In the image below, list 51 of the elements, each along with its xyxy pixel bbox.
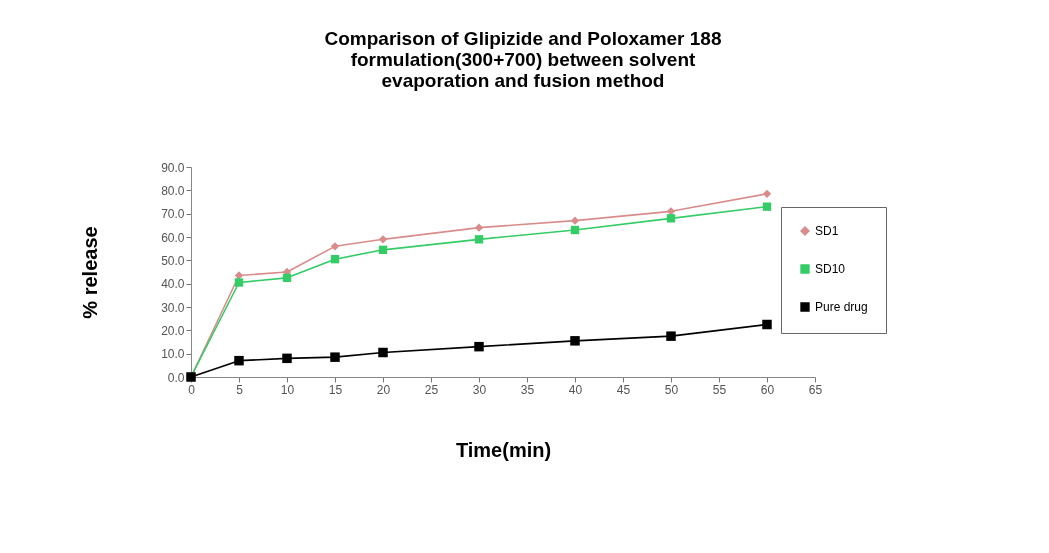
- point: [330, 254, 340, 264]
- point: [666, 214, 676, 223]
- point: [570, 336, 580, 346]
- point: [666, 331, 676, 341]
- x-tick-label: 65: [808, 382, 823, 397]
- point: [330, 242, 340, 251]
- point: [474, 235, 484, 244]
- y-tick-label: 20.0: [161, 323, 185, 338]
- legend-label: Pure drug: [815, 300, 868, 314]
- point: [378, 347, 388, 358]
- point: [378, 235, 388, 244]
- x-tick-label: 0: [188, 382, 196, 397]
- x-tick-label: 5: [236, 382, 244, 397]
- y-tick-label: 30.0: [161, 300, 185, 315]
- y-tick-label: 80.0: [161, 183, 185, 198]
- y-axis-title: % release: [79, 226, 102, 319]
- point: [282, 353, 292, 364]
- legend-label: SD10: [815, 262, 846, 276]
- x-tick-label: 15: [328, 382, 343, 397]
- point: [474, 341, 484, 352]
- point: [762, 202, 772, 211]
- x-tick-label: 40: [568, 382, 583, 397]
- y-tick-label: 40.0: [161, 277, 185, 292]
- point: [762, 319, 772, 330]
- point: [330, 352, 340, 362]
- y-tick-label: 70.0: [161, 207, 185, 222]
- x-tick-label: 50: [664, 382, 679, 397]
- point: [570, 225, 580, 235]
- y-tick-label: 50.0: [161, 253, 185, 268]
- x-tick-label: 25: [424, 382, 439, 397]
- x-axis-title: Time(min): [455, 438, 552, 461]
- x-tick-label: 10: [280, 382, 295, 397]
- chart-title: Comparison of Glipizide and Poloxamer 188 formulation(300+700) between solvent evaporation and fusion method: [324, 28, 722, 91]
- x-tick-label: 30: [472, 382, 487, 397]
- x-tick-label: 20: [376, 382, 391, 397]
- y-tick-label: 0.0: [167, 370, 185, 385]
- y-tick-label: 60.0: [161, 230, 185, 245]
- point: [282, 273, 292, 283]
- x-tick-label: 45: [616, 382, 631, 397]
- y-tick-label: 90.0: [161, 160, 185, 175]
- point: [234, 278, 244, 287]
- legend-label: SD1: [815, 224, 839, 238]
- x-tick-label: 35: [520, 382, 535, 397]
- point: [570, 216, 580, 225]
- point: [234, 355, 244, 366]
- point: [378, 245, 388, 255]
- point: [474, 223, 484, 232]
- point: [762, 189, 772, 199]
- y-tick-label: 10.0: [161, 347, 185, 362]
- x-tick-label: 55: [712, 382, 727, 397]
- x-tick-label: 60: [760, 382, 775, 397]
